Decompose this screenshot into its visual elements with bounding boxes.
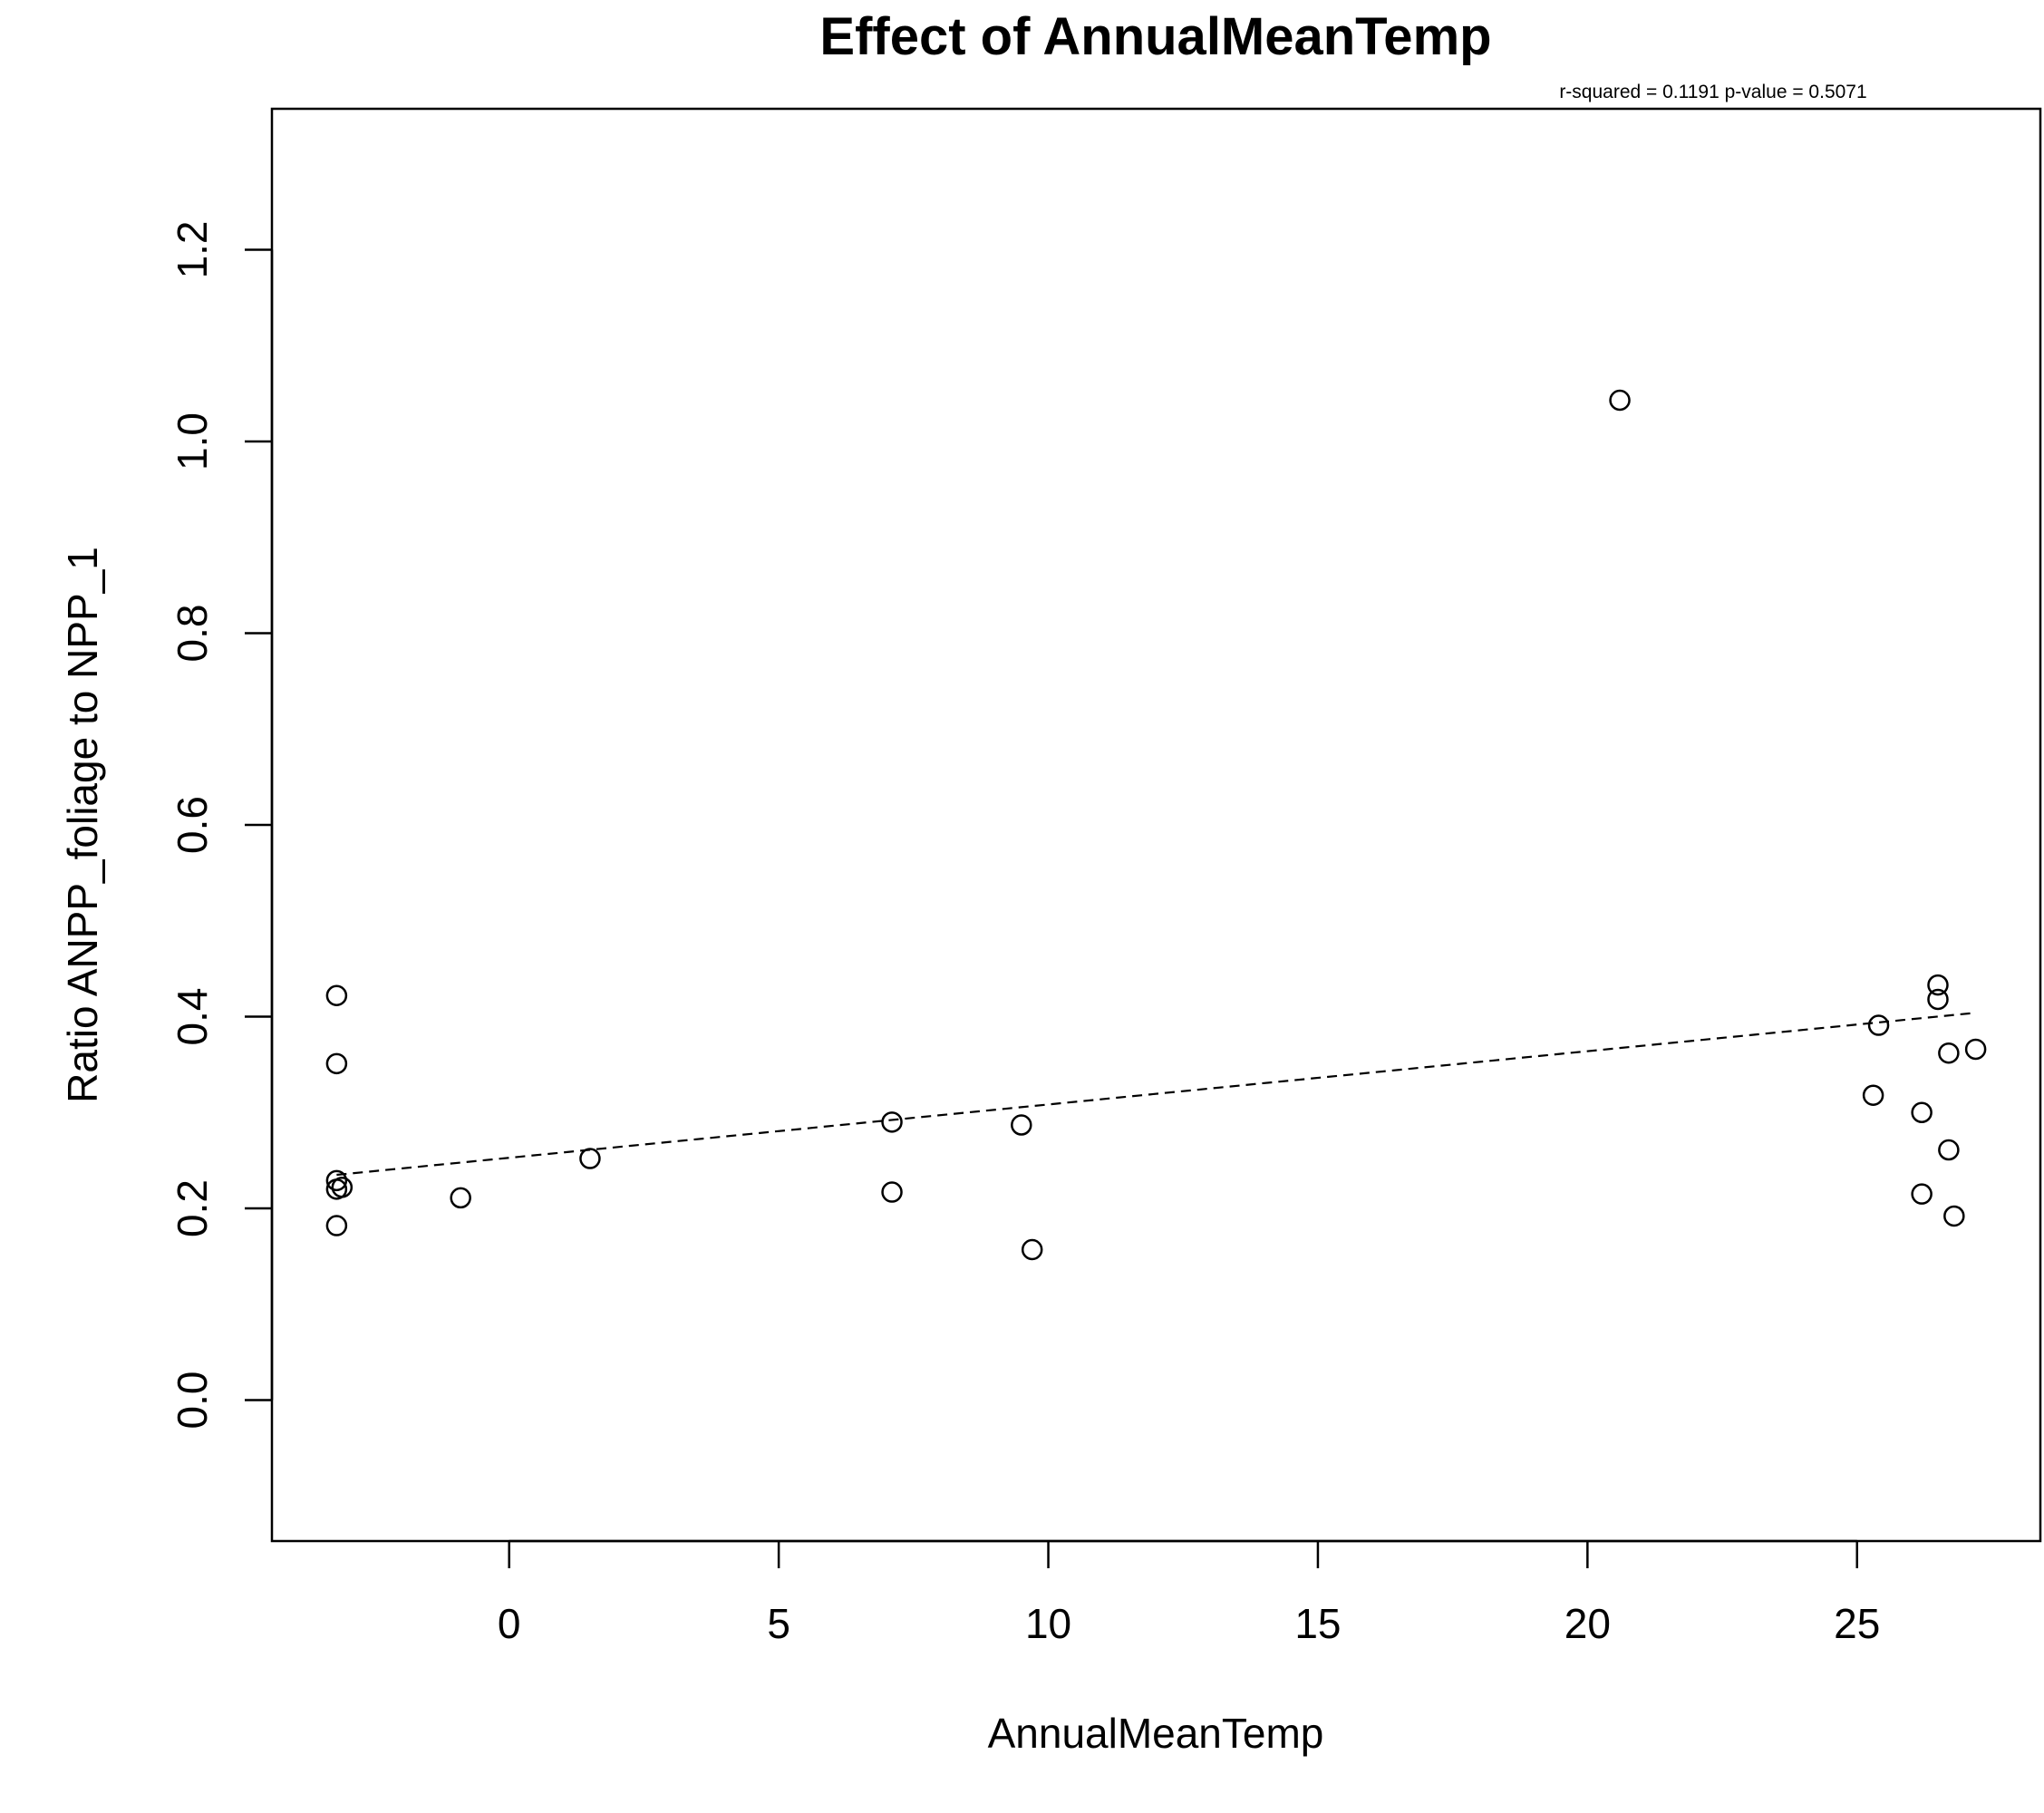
y-axis-label: Ratio ANPP_foliage to NPP_1 <box>59 547 106 1103</box>
y-axis: 0.0 0.2 0.4 0.6 0.8 1.0 1.2 <box>169 220 274 1430</box>
data-point <box>1964 1038 1987 1061</box>
data-point <box>1927 988 1949 1011</box>
y-tick-label: 0.0 <box>169 1372 216 1430</box>
data-point <box>331 1177 354 1198</box>
data-point <box>450 1187 471 1209</box>
y-tick-label: 0.8 <box>169 605 216 663</box>
data-point <box>325 1169 348 1192</box>
plot-frame <box>270 107 2042 1543</box>
x-axis: 0 5 10 15 20 25 <box>498 1539 1880 1647</box>
y-tick-label: 0.4 <box>169 988 216 1046</box>
data-point <box>881 1111 903 1133</box>
y-tick-label: 0.2 <box>169 1179 216 1237</box>
data-point <box>1867 1014 1890 1036</box>
y-tick-label: 0.6 <box>169 796 216 854</box>
trend-line <box>336 1012 1976 1177</box>
x-tick-label: 0 <box>498 1600 521 1647</box>
x-axis-label: AnnualMeanTemp <box>988 1710 1324 1757</box>
regression-stats: r-squared = 0.1191 p-value = 0.5071 <box>1559 82 1866 102</box>
data-point <box>1938 1139 1960 1161</box>
data-point <box>1943 1205 1965 1227</box>
data-point <box>325 1052 348 1075</box>
chart-title: Effect of AnnualMeanTemp <box>819 7 1491 66</box>
x-tick-label: 20 <box>1564 1600 1611 1647</box>
data-point <box>325 1215 348 1236</box>
data-point <box>881 1181 903 1203</box>
x-tick-label: 15 <box>1294 1600 1341 1647</box>
x-tick-label: 10 <box>1025 1600 1071 1647</box>
data-points <box>325 389 1987 1261</box>
data-point <box>1011 1114 1032 1136</box>
data-point <box>1911 1183 1933 1205</box>
data-point <box>1862 1084 1884 1106</box>
data-point <box>579 1148 601 1169</box>
y-tick-label: 1.0 <box>169 412 216 470</box>
y-tick-label: 1.2 <box>169 220 216 278</box>
data-point <box>1927 974 1949 996</box>
data-point <box>1938 1042 1960 1064</box>
data-point <box>1911 1101 1933 1124</box>
data-point <box>1021 1238 1043 1261</box>
x-tick-label: 5 <box>767 1600 790 1647</box>
trend-line-group <box>336 1012 1976 1177</box>
x-tick-label: 25 <box>1834 1600 1880 1647</box>
data-point <box>1609 389 1631 412</box>
data-point <box>325 984 348 1006</box>
